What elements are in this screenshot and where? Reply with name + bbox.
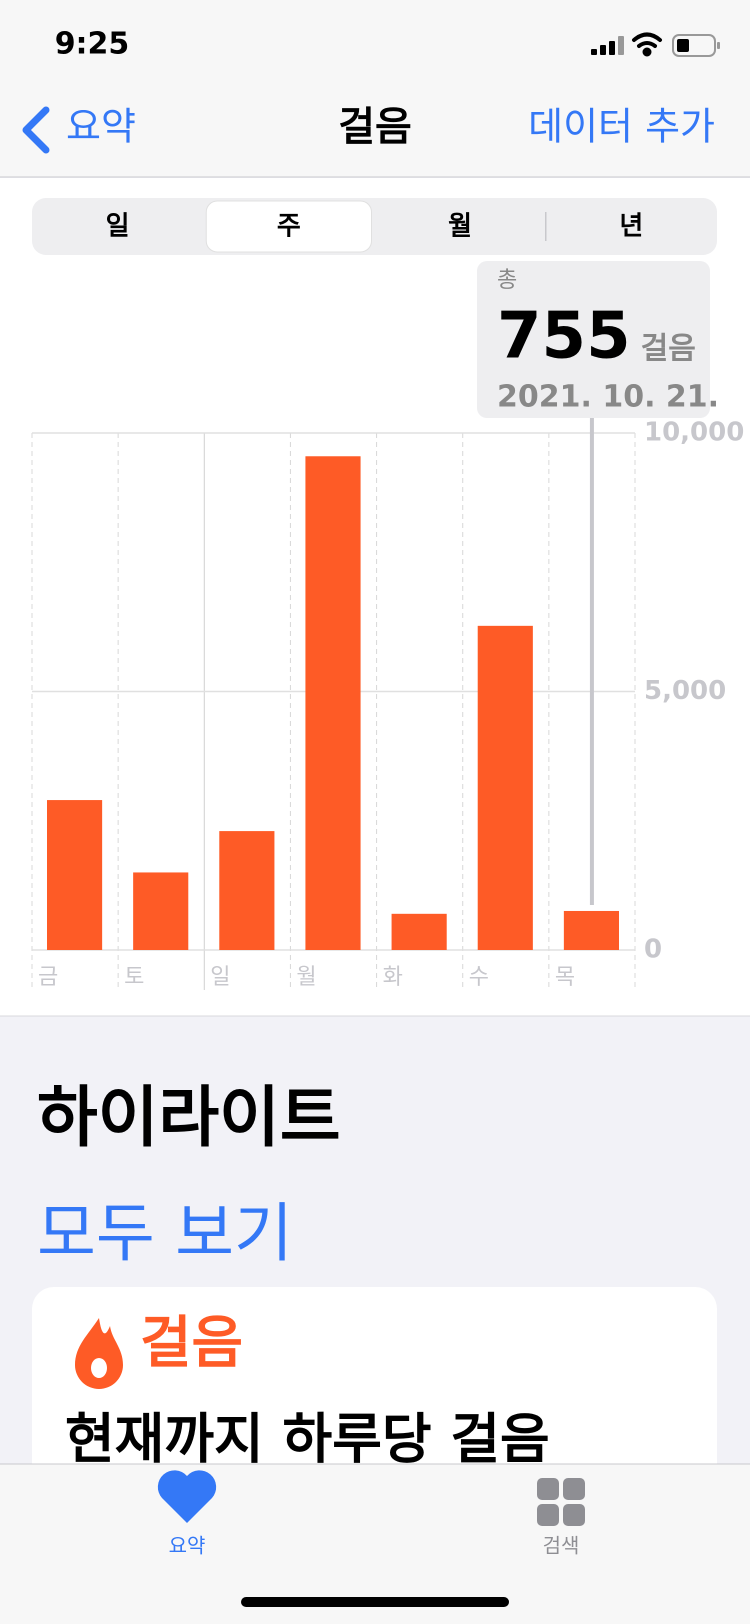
card-category: 걸음 [140, 1311, 243, 1376]
tooltip-label: 총 [497, 268, 517, 293]
segment[interactable]: 일 [106, 212, 130, 242]
flame-icon [75, 1318, 123, 1389]
bar [563, 910, 619, 950]
x-tick-label: 토 [124, 965, 144, 990]
summary-tab-icon[interactable] [157, 1470, 217, 1523]
bar [477, 625, 533, 950]
segment[interactable]: 년 [619, 212, 643, 242]
nav-title: 걸음 [338, 104, 412, 150]
bar [219, 831, 275, 950]
tooltip [477, 261, 710, 418]
x-tick-label: 수 [469, 965, 489, 990]
x-tick-label: 월 [296, 965, 316, 990]
summary-tab[interactable]: 요약 [169, 1534, 206, 1558]
card-text: 현재까지 하루당 걸음 [65, 1408, 550, 1471]
x-tick-label: 일 [210, 965, 230, 990]
x-tick-label: 화 [383, 965, 403, 990]
tooltip-value: 755 [497, 300, 631, 374]
segmented-control [32, 198, 717, 255]
status-time: 9:25 [55, 27, 130, 62]
y-tick-label: 5,000 [644, 676, 726, 706]
tooltip-unit: 걸음 [641, 332, 696, 367]
add-data-button[interactable]: 데이터 추가 [528, 105, 715, 149]
search-tab[interactable]: 검색 [543, 1534, 580, 1558]
wifi-icon [632, 32, 662, 57]
back-button[interactable]: 요약 [66, 105, 136, 149]
bar [305, 456, 361, 950]
bar [391, 913, 447, 950]
x-tick-label: 목 [555, 965, 575, 990]
segment-selected [205, 200, 372, 253]
see-all-link[interactable]: 모두 보기 [37, 1198, 293, 1272]
bar [47, 800, 103, 950]
tooltip-date: 2021. 10. 21. [497, 380, 719, 415]
header-bg [0, 0, 750, 177]
signal-icon [591, 36, 624, 55]
segment[interactable]: 월 [448, 212, 472, 242]
y-tick-label: 0 [644, 935, 662, 965]
search-tab-icon[interactable] [537, 1478, 585, 1526]
x-tick-label: 금 [38, 965, 58, 990]
segment[interactable]: 주 [277, 212, 301, 242]
back-chevron[interactable] [22, 106, 50, 154]
home-indicator [241, 1597, 509, 1607]
y-tick-label: 10,000 [644, 418, 744, 448]
battery-icon [672, 34, 720, 57]
highlights-title: 하이라이트 [37, 1079, 341, 1156]
bar [133, 872, 189, 950]
